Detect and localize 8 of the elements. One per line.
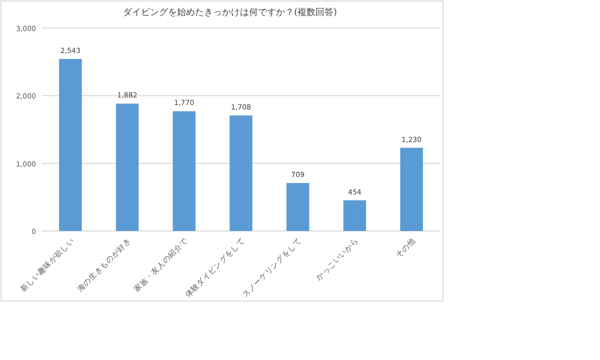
bar	[400, 148, 423, 231]
bar	[59, 58, 82, 231]
bar	[172, 111, 196, 231]
bar	[116, 104, 139, 231]
bar	[343, 200, 366, 231]
bar	[230, 115, 252, 231]
bar	[286, 183, 310, 231]
chart-title: ダイビングを始めたきっかけは何ですか？(複数回答)	[122, 7, 338, 18]
